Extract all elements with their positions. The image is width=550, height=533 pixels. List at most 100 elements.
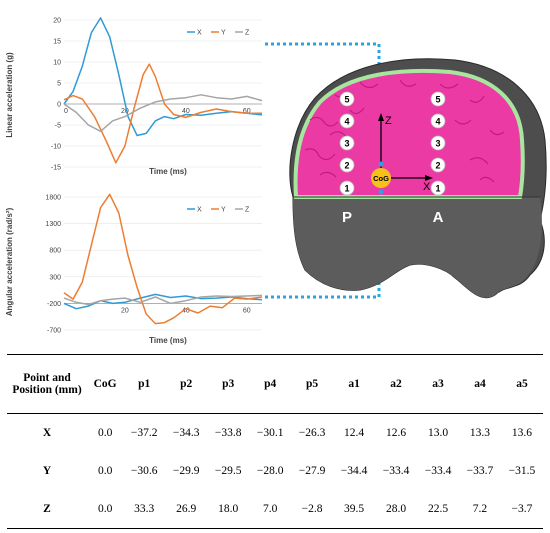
table-cell: −34.3 [172, 427, 200, 439]
chart1-y-axis-label: Linear acceleration (g) [5, 52, 14, 138]
z-axis-arrowhead [378, 113, 384, 121]
table-cell: 0.0 [97, 427, 113, 439]
x-axis-arrowhead [425, 175, 433, 181]
legend-label-z: Z [245, 207, 250, 214]
table-cell: −30.6 [130, 465, 158, 477]
posterior-point-label: 1 [344, 184, 349, 194]
anterior-point-label: 4 [435, 117, 440, 127]
y-tick-label: -200 [47, 301, 61, 308]
anterior-point-label: 5 [435, 95, 440, 105]
cog-top-dot [378, 161, 384, 167]
y-tick-label: 10 [53, 60, 61, 67]
y-tick-label: 1800 [45, 195, 61, 202]
chart1-tick-labels: 20 15 10 5 0 -5 -10 -15 20 40 60 0 [51, 18, 251, 172]
x-tick-label: 40 [182, 108, 190, 115]
chart2-y-axis-label: Angular acceleration (rad/s²) [5, 207, 14, 316]
posterior-point-circle [339, 180, 355, 196]
anterior-point-label: 1 [435, 184, 440, 194]
x-tick-label: 20 [121, 108, 129, 115]
x-tick-label: 60 [243, 307, 251, 314]
posterior-point-label: 5 [344, 95, 349, 105]
table-cell: −34.4 [340, 465, 368, 477]
anterior-point-circle [430, 157, 446, 173]
anterior-point-label: 2 [435, 161, 440, 171]
table-cell: 7.2 [472, 503, 488, 515]
y-tick-label: 300 [49, 274, 61, 281]
position-table: Point and Position (mm) CoG p1 p2 p3 p4 … [7, 354, 543, 529]
anterior-point-circle [430, 135, 446, 151]
x-tick-label: 0 [64, 108, 68, 115]
figure: Linear acceleration (g) Time (ms) 201510… [5, 17, 547, 345]
table-cell: 39.5 [344, 503, 365, 515]
table-cell: 28.0 [385, 503, 407, 515]
x-axis-label: X [423, 181, 431, 193]
legend-label-x: X [197, 207, 202, 214]
legend-label-x: X [197, 30, 202, 37]
header-a4: a4 [474, 378, 486, 390]
table-cell: −28.0 [256, 465, 284, 477]
header-p4: p4 [264, 378, 277, 390]
posterior-point-label: 4 [344, 117, 349, 127]
row-label: Y [42, 465, 52, 477]
chart2-series-lines [63, 193, 263, 325]
header-p1: p1 [138, 378, 151, 390]
table-cell: −33.7 [466, 465, 494, 477]
table-cell: −33.8 [214, 427, 242, 439]
header-a1: a1 [348, 378, 360, 390]
row-label: Z [43, 503, 51, 515]
header-point-position: Point and Position (mm) [12, 372, 82, 396]
head-model-illustration: P A 5 4 3 2 1 5 4 3 2 1 Z X CoG [289, 58, 547, 299]
table-cell: −2.8 [301, 503, 323, 515]
posterior-label: P [342, 209, 352, 226]
posterior-point-circle [339, 135, 355, 151]
table-cell: 33.3 [134, 503, 155, 515]
table-cell: 13.0 [427, 427, 449, 439]
table-header-row: Point and Position (mm) CoG p1 p2 p3 p4 … [7, 354, 543, 414]
z-axis-label: Z [385, 115, 392, 127]
header-cog: CoG [93, 378, 117, 390]
series-line-y [63, 193, 263, 325]
header-p5: p5 [306, 378, 319, 390]
angular-acceleration-chart: Angular acceleration (rad/s²) Time (ms) … [5, 193, 263, 345]
table-cell: −30.1 [256, 427, 284, 439]
table-row: Z 0.0 33.3 26.9 18.0 7.0 −2.8 39.5 28.0 … [7, 490, 543, 529]
series-line-x [63, 17, 263, 137]
linear-acceleration-chart: Linear acceleration (g) Time (ms) 20 15 10… [5, 17, 263, 176]
y-tick-label: -15 [51, 165, 61, 172]
table-cell: 26.9 [176, 503, 197, 515]
anterior-point-label: 3 [435, 139, 440, 149]
x-tick-label: 40 [182, 307, 190, 314]
x-tick-label: 20 [121, 307, 129, 314]
y-tick-label: 800 [49, 248, 61, 255]
header-a3: a3 [432, 378, 444, 390]
anterior-point-circle [430, 180, 446, 196]
y-tick-label: 15 [53, 39, 61, 46]
chart1-gridlines [64, 19, 262, 168]
y-tick-label: 1300 [45, 221, 61, 228]
table-cell: 0.0 [97, 503, 113, 515]
table-cell: −29.5 [214, 465, 242, 477]
table-cell: 13.6 [511, 427, 533, 439]
y-tick-label: -10 [51, 144, 61, 151]
series-line-x [63, 293, 263, 310]
header-p2: p2 [180, 378, 193, 390]
anterior-points: 5 4 3 2 1 [430, 91, 446, 196]
legend-label-y: Y [221, 30, 226, 37]
table-cell: 12.6 [385, 427, 407, 439]
y-tick-label: -5 [55, 123, 61, 130]
header-a5: a5 [516, 378, 528, 390]
chart1-x-axis-label: Time (ms) [149, 167, 187, 176]
posterior-point-circle [339, 157, 355, 173]
anterior-point-circle [430, 113, 446, 129]
anterior-label: A [433, 209, 444, 226]
cog-bottom-dot [378, 189, 384, 195]
chart1-series-lines [63, 17, 263, 164]
table-cell: −3.7 [511, 503, 533, 515]
series-line-y [63, 63, 262, 164]
table-row: X 0.0 −37.2 −34.3 −33.8 −30.1 −26.3 12.4… [7, 414, 543, 453]
chart1-legend: X Y Z [187, 30, 250, 37]
table-cell: −37.2 [130, 427, 158, 439]
table-row: Y 0.0 −30.6 −29.9 −29.5 −28.0 −27.9 −34.… [7, 452, 543, 490]
anterior-point-circle [430, 91, 446, 107]
series-line-z [63, 294, 263, 306]
